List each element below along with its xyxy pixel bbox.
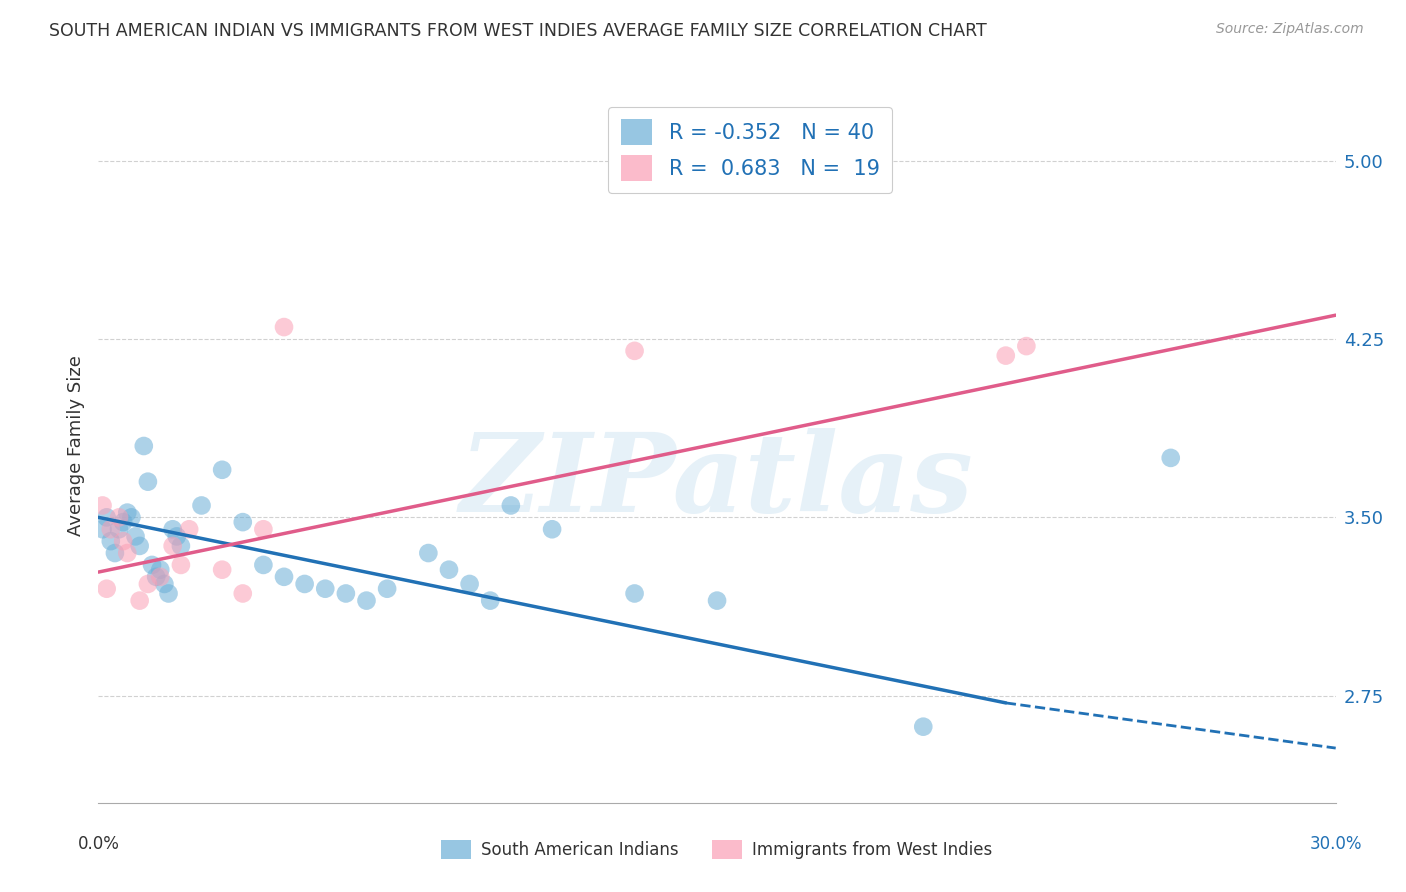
Point xyxy=(162,522,184,536)
Point xyxy=(623,343,645,358)
Point xyxy=(132,439,155,453)
Point xyxy=(136,475,159,489)
Point xyxy=(112,515,135,529)
Text: ZIPatlas: ZIPatlas xyxy=(460,428,974,535)
Point xyxy=(96,510,118,524)
Point xyxy=(1015,339,1038,353)
Point xyxy=(1160,450,1182,465)
Point xyxy=(335,586,357,600)
Point xyxy=(294,577,316,591)
Point xyxy=(145,570,167,584)
Point xyxy=(437,563,460,577)
Point xyxy=(994,349,1017,363)
Point xyxy=(117,546,139,560)
Point xyxy=(912,720,935,734)
Point xyxy=(100,534,122,549)
Point xyxy=(252,558,274,572)
Point xyxy=(96,582,118,596)
Point xyxy=(124,529,146,543)
Point xyxy=(375,582,398,596)
Point xyxy=(252,522,274,536)
Point xyxy=(623,586,645,600)
Point xyxy=(706,593,728,607)
Point xyxy=(418,546,440,560)
Point xyxy=(211,463,233,477)
Point xyxy=(153,577,176,591)
Point xyxy=(166,529,188,543)
Point xyxy=(211,563,233,577)
Point xyxy=(356,593,378,607)
Point xyxy=(128,593,150,607)
Point xyxy=(499,499,522,513)
Point xyxy=(149,570,172,584)
Point xyxy=(91,522,114,536)
Point xyxy=(141,558,163,572)
Point xyxy=(91,499,114,513)
Point xyxy=(128,539,150,553)
Text: SOUTH AMERICAN INDIAN VS IMMIGRANTS FROM WEST INDIES AVERAGE FAMILY SIZE CORRELA: SOUTH AMERICAN INDIAN VS IMMIGRANTS FROM… xyxy=(49,22,987,40)
Point xyxy=(541,522,564,536)
Point xyxy=(314,582,336,596)
Point xyxy=(232,515,254,529)
Point xyxy=(162,539,184,553)
Y-axis label: Average Family Size: Average Family Size xyxy=(66,356,84,536)
Point xyxy=(179,522,201,536)
Text: 0.0%: 0.0% xyxy=(77,835,120,853)
Text: 30.0%: 30.0% xyxy=(1309,835,1362,853)
Point xyxy=(120,510,142,524)
Point xyxy=(108,522,131,536)
Point xyxy=(136,577,159,591)
Text: Source: ZipAtlas.com: Source: ZipAtlas.com xyxy=(1216,22,1364,37)
Point xyxy=(157,586,180,600)
Legend: South American Indians, Immigrants from West Indies: South American Indians, Immigrants from … xyxy=(434,833,1000,866)
Point xyxy=(149,563,172,577)
Point xyxy=(170,558,193,572)
Point xyxy=(190,499,212,513)
Point xyxy=(117,506,139,520)
Point xyxy=(479,593,502,607)
Point xyxy=(112,534,135,549)
Point xyxy=(104,546,127,560)
Point xyxy=(232,586,254,600)
Point xyxy=(170,539,193,553)
Point xyxy=(458,577,481,591)
Point xyxy=(108,510,131,524)
Point xyxy=(273,570,295,584)
Point xyxy=(100,522,122,536)
Point xyxy=(273,320,295,334)
